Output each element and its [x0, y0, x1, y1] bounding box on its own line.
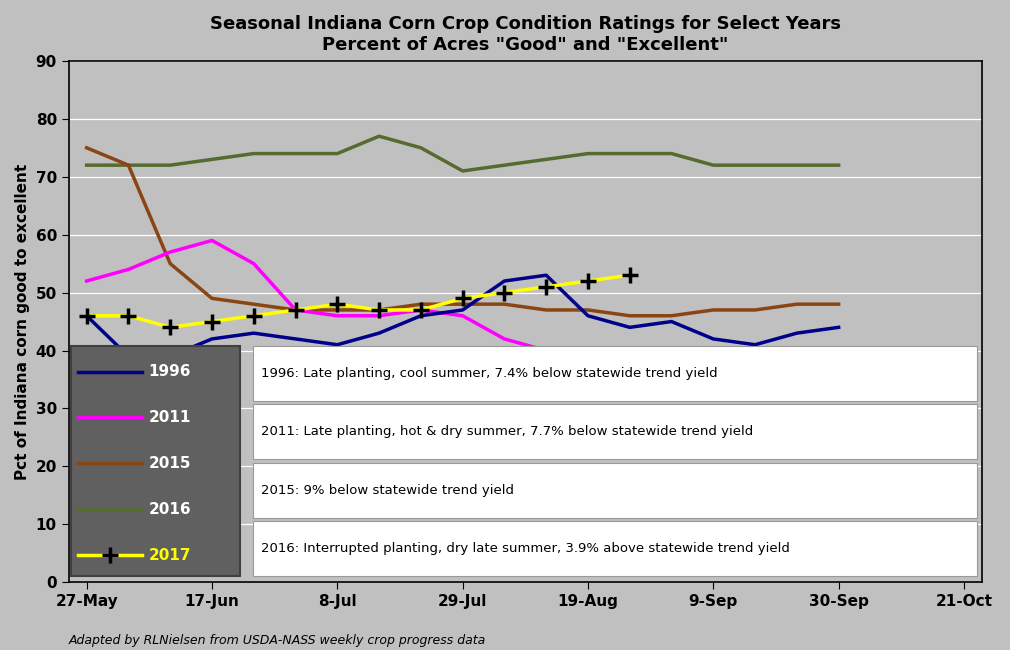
- Text: 2017: 2017: [148, 547, 191, 562]
- Text: 2016: Interrupted planting, dry late summer, 3.9% above statewide trend yield: 2016: Interrupted planting, dry late sum…: [262, 541, 791, 554]
- Text: 2015: 2015: [148, 456, 191, 471]
- Text: Adapted by RLNielsen from USDA-NASS weekly crop progress data: Adapted by RLNielsen from USDA-NASS week…: [69, 634, 486, 647]
- Text: 2015: 9% below statewide trend yield: 2015: 9% below statewide trend yield: [262, 484, 514, 497]
- Text: 2016: 2016: [148, 502, 191, 517]
- Text: 2011: 2011: [148, 410, 191, 425]
- Y-axis label: Pct of Indiana corn good to excellent: Pct of Indiana corn good to excellent: [15, 163, 30, 480]
- Text: 1996: 1996: [148, 364, 191, 379]
- Text: 2011: Late planting, hot & dry summer, 7.7% below statewide trend yield: 2011: Late planting, hot & dry summer, 7…: [262, 426, 753, 439]
- Title: Seasonal Indiana Corn Crop Condition Ratings for Select Years
Percent of Acres ": Seasonal Indiana Corn Crop Condition Rat…: [210, 15, 840, 54]
- Text: 1996: Late planting, cool summer, 7.4% below statewide trend yield: 1996: Late planting, cool summer, 7.4% b…: [262, 367, 718, 380]
